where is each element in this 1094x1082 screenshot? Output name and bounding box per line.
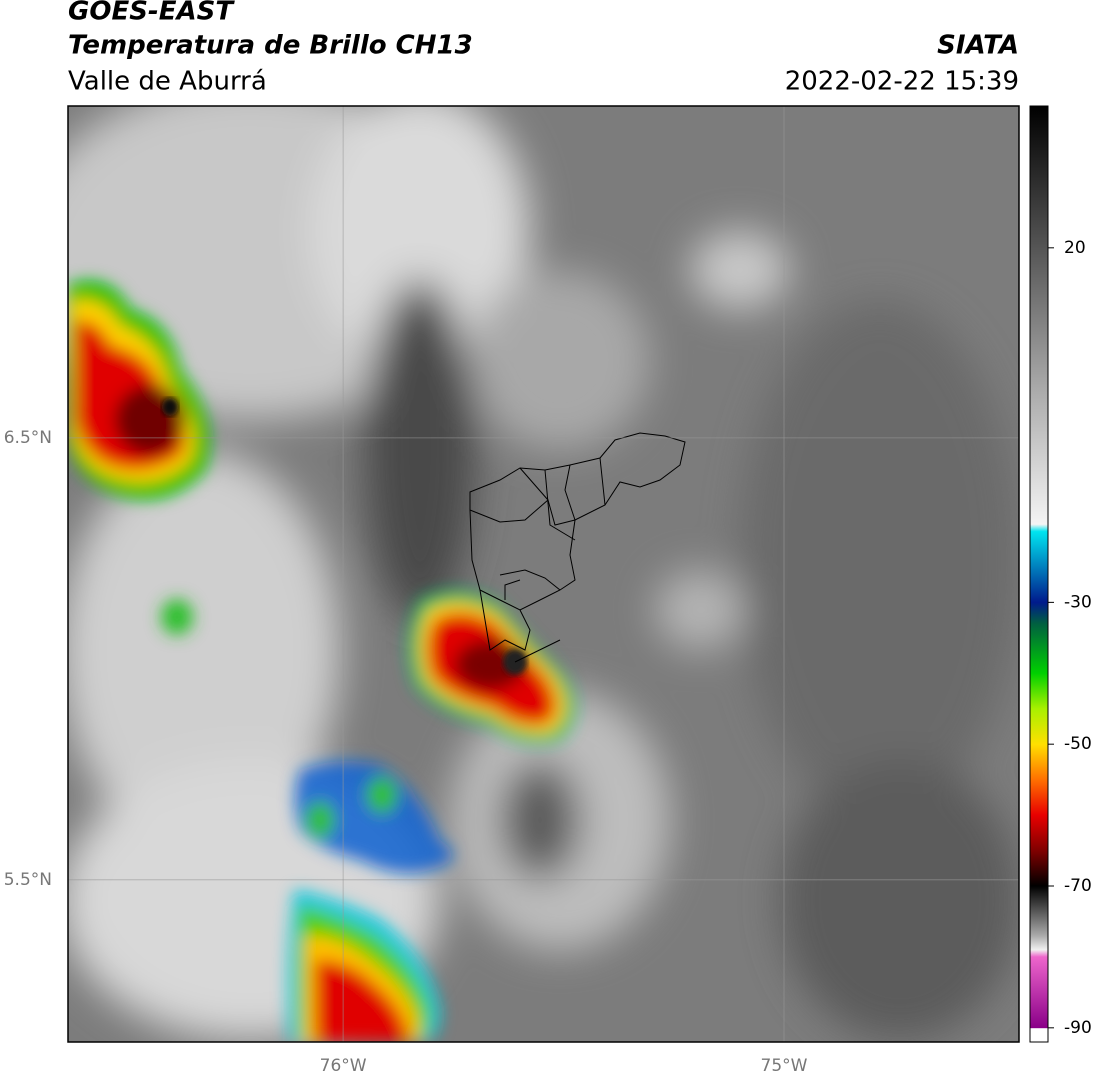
source-label: SIATA bbox=[937, 31, 1019, 61]
colorbar-tick-label: 20 bbox=[1064, 238, 1086, 258]
map-frame bbox=[67, 105, 1020, 1043]
lat-label: 6.5°N bbox=[4, 428, 52, 448]
region-subtitle: Valle de Aburrá bbox=[68, 67, 267, 97]
lon-label: 76°W bbox=[320, 1056, 367, 1076]
colorbar-tick-label: -50 bbox=[1064, 734, 1092, 754]
colorbar-tick-label: -70 bbox=[1064, 876, 1092, 896]
timestamp: 2022-02-22 15:39 bbox=[785, 67, 1019, 97]
product-title: Temperatura de Brillo CH13 bbox=[68, 31, 473, 61]
colorbar bbox=[1029, 105, 1049, 1043]
lat-label: 5.5°N bbox=[4, 870, 52, 890]
satellite-image bbox=[68, 106, 1019, 1042]
grid bbox=[68, 106, 1019, 1042]
colorbar-tick-label: -30 bbox=[1064, 592, 1092, 612]
satellite-title: GOES-EAST bbox=[68, 0, 235, 27]
colorbar-tick-label: -90 bbox=[1064, 1018, 1092, 1038]
lon-label: 75°W bbox=[761, 1056, 808, 1076]
